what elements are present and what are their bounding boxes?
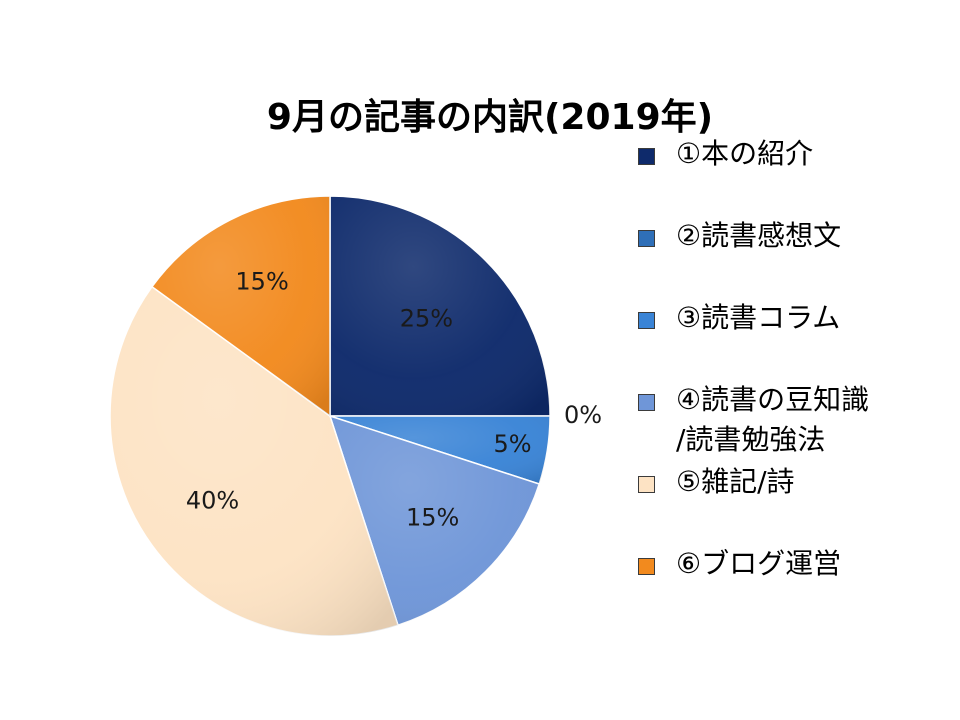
legend-swatch-3 <box>638 312 655 329</box>
slice-label-5: 40% <box>186 486 239 514</box>
legend-label-3: ③読書コラム <box>676 301 841 334</box>
legend-swatch-4 <box>638 394 655 411</box>
legend-label-4: ④読書の豆知識 <box>676 383 870 416</box>
pie-slice-shading-3 <box>330 416 550 484</box>
pie-slice-shading-6 <box>152 196 330 416</box>
chart-title: 9月の記事の内訳(2019年) <box>266 97 714 138</box>
slice-label-2: 0% <box>564 401 602 429</box>
slice-label-4: 15% <box>406 504 459 532</box>
legend-swatch-6 <box>638 558 655 575</box>
pie-slice-shading-5 <box>110 286 398 636</box>
legend-label-2: ②読書感想文 <box>676 219 842 252</box>
slice-label-1: 25% <box>400 305 453 333</box>
legend-label-5: ⑤雑記/詩 <box>676 465 795 498</box>
legend-swatch-5 <box>638 476 655 493</box>
pie-slice-labels: 25% 0% 5% 15% 40% 15% <box>186 268 602 532</box>
slice-label-6: 15% <box>235 268 288 296</box>
pie-slice-shading-4 <box>330 416 540 626</box>
legend-swatch-2 <box>638 230 655 247</box>
slice-label-3: 5% <box>493 430 531 458</box>
legend-label-1: ①本の紹介 <box>676 137 814 170</box>
legend-label-6: ⑥ブログ運営 <box>676 547 842 580</box>
pie-slice-shading-1 <box>330 196 550 416</box>
legend-label-4-line-2: /読書勉強法 <box>676 423 826 456</box>
pie-slices <box>109 195 551 637</box>
legend-swatch-1 <box>638 148 655 165</box>
